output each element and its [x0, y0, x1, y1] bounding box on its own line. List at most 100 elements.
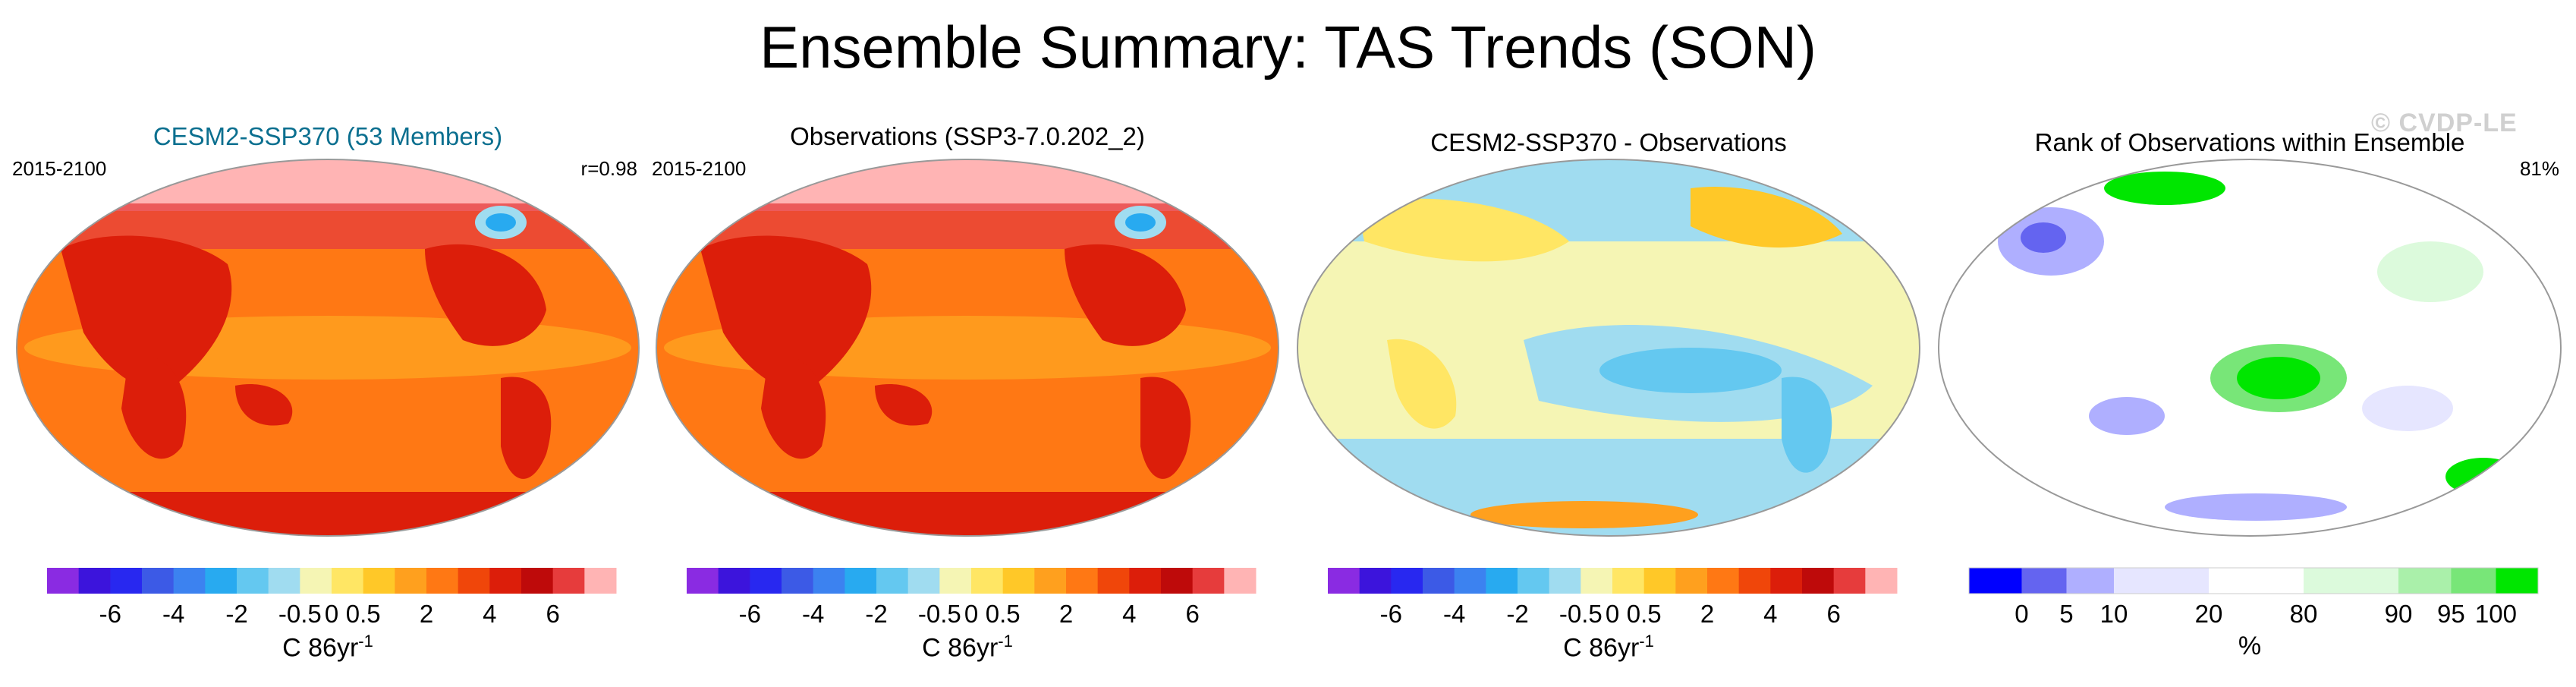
colorbar-swatch — [521, 568, 554, 594]
colorbar-swatch — [2021, 568, 2067, 594]
colorbar-swatch — [1549, 568, 1581, 594]
colorbar-swatch — [1612, 568, 1645, 594]
colorbar-swatch — [1391, 568, 1423, 594]
colorbar-tick-label: 2 — [1700, 600, 1714, 628]
colorbar: -6 -4 -2 -0.5 0 0.5 2 4 6 — [47, 568, 617, 628]
continent-north-america — [1065, 244, 1186, 346]
colorbar-swatch — [1865, 568, 1898, 594]
antarctic-band — [17, 492, 639, 536]
colorbar-swatch — [1328, 568, 1360, 594]
period-label: 2015-2100 — [652, 157, 747, 180]
low-rank-australia — [2089, 397, 2165, 435]
antarctic-band — [656, 492, 1279, 536]
colorbar-tick-label: 10 — [2100, 600, 2128, 628]
colorbar-tick-label: -0.5 — [278, 600, 322, 628]
colorbar-tick-label: -2 — [225, 600, 247, 628]
panel-rank: Rank of Observations within Ensemble 81%… — [1931, 114, 2568, 676]
eurasia-warm-bias — [1357, 198, 1569, 262]
panel-observations: Observations (SSP3-7.0.202_2) 2015-2100 … — [649, 114, 1286, 676]
colorbar-swatch — [1707, 568, 1740, 594]
colorbar-tick-label: 0.5 — [346, 600, 381, 628]
colorbar-tick-label: 100 — [2475, 600, 2517, 628]
colorbar-tick-label: -0.5 — [918, 600, 961, 628]
low-rank-south-pacific — [2362, 386, 2453, 431]
colorbar-tick-label: 2 — [1059, 600, 1073, 628]
colorbar-swatch — [489, 568, 522, 594]
colorbar-units-exponent: -1 — [1639, 632, 1654, 651]
pacific-cool-core — [1599, 348, 1782, 393]
colorbar-swatch — [687, 568, 719, 594]
colorbar-swatch — [426, 568, 459, 594]
colorbar-tick-label: -6 — [1380, 600, 1402, 628]
colorbar-tick-label: 4 — [1763, 600, 1777, 628]
colorbar-swatch — [1969, 568, 2022, 594]
colorbar-tick-label: 0 — [964, 600, 978, 628]
colorbar-swatch — [363, 568, 395, 594]
south-america-cool-bias — [1782, 377, 1832, 473]
colorbar-tick-label: 0.5 — [1627, 600, 1662, 628]
continent-eurasia — [700, 235, 872, 390]
colorbar-outline — [1968, 567, 2539, 594]
continent-south-america — [501, 377, 552, 479]
colorbar-label: % — [2238, 632, 2262, 660]
colorbar-swatch — [1802, 568, 1835, 594]
colorbar-swatch — [205, 568, 237, 594]
colorbar-tick-label: 80 — [2290, 600, 2318, 628]
period-label: 2015-2100 — [12, 157, 107, 180]
colorbar-swatch — [939, 568, 972, 594]
high-rank-pacific-core — [2237, 357, 2320, 399]
colorbar-swatch — [1486, 568, 1518, 594]
colorbar-tick-label: 95 — [2437, 600, 2465, 628]
colorbar-swatch — [2451, 568, 2496, 594]
map-outline — [656, 159, 1279, 537]
colorbar-swatch — [47, 568, 80, 594]
colorbar-swatch — [300, 568, 332, 594]
colorbar-swatch — [718, 568, 750, 594]
colorbar-swatch — [552, 568, 585, 594]
continent-north-america — [425, 244, 546, 346]
low-rank-eurasia-core — [2021, 222, 2066, 253]
colorbar: -6 -4 -2 -0.5 0 0.5 2 4 6 — [687, 568, 1257, 628]
panel-title: CESM2-SSP370 - Observations — [1430, 128, 1787, 156]
colorbar-tick-label: 0 — [325, 600, 338, 628]
colorbar-label: C 86yr-1 — [1290, 632, 1927, 663]
colorbar-swatch — [1002, 568, 1035, 594]
colorbar-label: C 86yr-1 — [9, 632, 646, 663]
colorbar-swatch — [458, 568, 490, 594]
colorbar-tick-label: 6 — [1185, 600, 1199, 628]
colorbar-tick-label: 20 — [2195, 600, 2223, 628]
colorbar-tick-label: 0 — [2015, 600, 2028, 628]
colorbar-swatch — [1224, 568, 1257, 594]
colorbar-swatch — [1423, 568, 1455, 594]
panel-ensemble: CESM2-SSP370 (53 Members) 2015-2100 r=0.… — [9, 114, 646, 676]
low-rank-antarctic — [2165, 493, 2347, 521]
colorbar-swatch — [1097, 568, 1130, 594]
colorbar-tick-label: 0 — [1606, 600, 1619, 628]
colorbar-swatch — [142, 568, 175, 594]
colorbar-swatch — [173, 568, 206, 594]
panel-title: Observations (SSP3-7.0.202_2) — [790, 122, 1145, 150]
colorbar-swatch — [1770, 568, 1803, 594]
colorbar-swatch — [1129, 568, 1162, 594]
correlation-label: r=0.98 — [580, 157, 637, 180]
high-rank-arctic — [2104, 172, 2225, 205]
colorbar-label: C 86yr-1 — [649, 632, 1286, 663]
high-rank-south-atlantic — [2445, 458, 2521, 496]
colorbar-units: C 86yr — [922, 633, 999, 663]
map-rank — [1938, 159, 2562, 537]
colorbar-swatch — [1581, 568, 1613, 594]
colorbar: 0 5 10 20 80 90 95 100 — [1968, 567, 2539, 628]
colorbar-swatch — [845, 568, 877, 594]
colorbar-swatch — [237, 568, 269, 594]
map-outline — [1297, 159, 1920, 537]
colorbar: -6 -4 -2 -0.5 0 0.5 2 4 6 — [1328, 568, 1898, 628]
colorbar-swatch — [1034, 568, 1067, 594]
colorbar-swatch — [78, 568, 111, 594]
colorbar-swatch — [2496, 568, 2539, 594]
colorbar-swatch — [1643, 568, 1676, 594]
panel-difference: CESM2-SSP370 - Observations -6 -4 -2 -0.5 0 0… — [1290, 114, 1927, 676]
colorbar-swatch — [110, 568, 143, 594]
colorbar-swatch — [813, 568, 845, 594]
map-outline — [16, 159, 640, 537]
colorbar-swatch — [2208, 568, 2304, 594]
